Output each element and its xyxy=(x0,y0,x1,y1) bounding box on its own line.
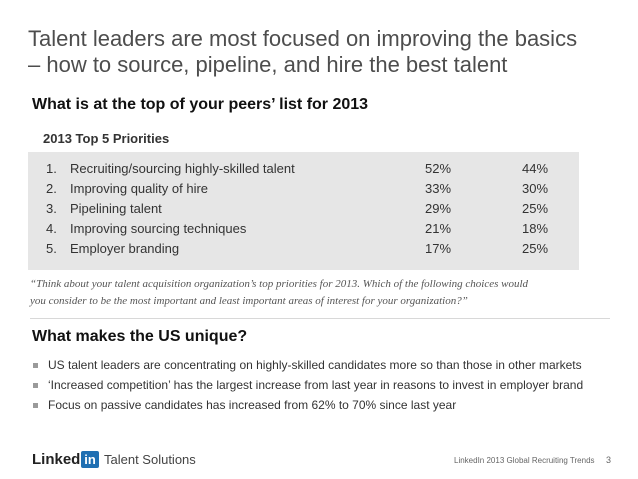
us-value: 29% xyxy=(425,201,452,216)
table-heading: 2013 Top 5 Priorities xyxy=(43,131,170,146)
row-number: 5. xyxy=(46,241,57,256)
survey-question-line-2: you consider to be the most important an… xyxy=(30,295,468,307)
row-label: Employer branding xyxy=(70,241,180,256)
row-number: 3. xyxy=(46,201,57,216)
section-divider xyxy=(30,318,610,319)
bullet-text: ‘Increased competition’ has the largest … xyxy=(48,378,584,392)
global-value: 44% xyxy=(522,161,549,176)
table-header: 2013 Top 5 Priorities xyxy=(28,120,579,150)
table-row: 4. Improving sourcing techniques 21% 18% xyxy=(28,221,579,241)
us-value: 17% xyxy=(425,241,452,256)
logo-subtitle: Talent Solutions xyxy=(104,452,196,467)
us-value: 52% xyxy=(425,161,452,176)
table-row: 2. Improving quality of hire 33% 30% xyxy=(28,181,579,201)
survey-question-line-1: “Think about your talent acquisition org… xyxy=(30,278,529,290)
slide-title: Talent leaders are most focused on impro… xyxy=(28,26,628,78)
list-item: US talent leaders are concentrating on h… xyxy=(32,355,622,375)
table-body: 1. Recruiting/sourcing highly-skilled ta… xyxy=(28,152,579,270)
global-value: 30% xyxy=(522,181,549,196)
square-bullet-icon xyxy=(33,363,38,368)
list-item: ‘Increased competition’ has the largest … xyxy=(32,375,622,395)
row-label: Recruiting/sourcing highly-skilled talen… xyxy=(70,161,295,176)
table-row: 5. Employer branding 17% 25% xyxy=(28,241,579,261)
row-number: 2. xyxy=(46,181,57,196)
table-row: 1. Recruiting/sourcing highly-skilled ta… xyxy=(28,161,579,181)
row-number: 1. xyxy=(46,161,57,176)
bullet-text: US talent leaders are concentrating on h… xyxy=(48,358,582,372)
priorities-table: 2013 Top 5 Priorities 1. Recruiting/sour… xyxy=(28,120,579,270)
row-label: Pipelining talent xyxy=(70,201,162,216)
square-bullet-icon xyxy=(33,403,38,408)
us-value: 21% xyxy=(425,221,452,236)
logo-in-badge: in xyxy=(81,451,99,468)
title-line-1: Talent leaders are most focused on impro… xyxy=(28,26,578,51)
section-subheading: What makes the US unique? xyxy=(32,328,248,345)
global-value: 25% xyxy=(522,241,549,256)
square-bullet-icon xyxy=(33,383,38,388)
title-line-2: – how to source, pipeline, and hire the … xyxy=(28,52,508,77)
global-value: 18% xyxy=(522,221,549,236)
survey-question: “Think about your talent acquisition org… xyxy=(30,276,590,310)
section-question: What is at the top of your peers’ list f… xyxy=(32,96,369,113)
list-item: Focus on passive candidates has increase… xyxy=(32,395,622,415)
table-row: 3. Pipelining talent 29% 25% xyxy=(28,201,579,221)
global-value: 25% xyxy=(522,201,549,216)
page-number: 3 xyxy=(606,455,612,465)
footer-source: LinkedIn 2013 Global Recruiting Trends xyxy=(454,456,595,465)
logo-wordmark: Linked xyxy=(32,451,81,468)
us-value: 33% xyxy=(425,181,452,196)
bullet-text: Focus on passive candidates has increase… xyxy=(48,398,457,412)
row-label: Improving sourcing techniques xyxy=(70,221,247,236)
row-label: Improving quality of hire xyxy=(70,181,209,196)
row-number: 4. xyxy=(46,221,57,236)
bullet-list: US talent leaders are concentrating on h… xyxy=(32,355,622,415)
